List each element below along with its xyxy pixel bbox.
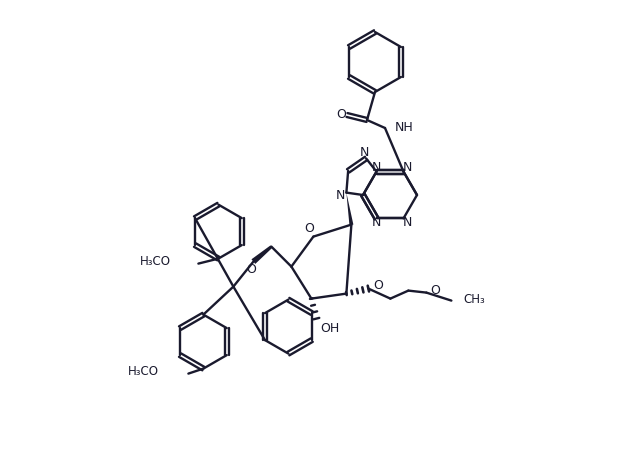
Text: N: N — [360, 146, 369, 159]
Text: O: O — [305, 222, 314, 235]
Text: N: N — [336, 189, 345, 202]
Polygon shape — [346, 193, 353, 225]
Text: NH: NH — [395, 120, 413, 133]
Text: OH: OH — [321, 322, 340, 335]
Text: O: O — [373, 279, 383, 292]
Polygon shape — [252, 245, 273, 264]
Text: O: O — [430, 284, 440, 297]
Text: H₃CO: H₃CO — [140, 255, 170, 268]
Text: H₃CO: H₃CO — [127, 365, 158, 378]
Text: N: N — [372, 216, 381, 229]
Text: O: O — [336, 108, 346, 120]
Text: N: N — [403, 161, 412, 174]
Text: N: N — [372, 161, 381, 174]
Text: N: N — [403, 216, 412, 229]
Text: O: O — [246, 263, 256, 276]
Text: CH₃: CH₃ — [463, 293, 485, 306]
